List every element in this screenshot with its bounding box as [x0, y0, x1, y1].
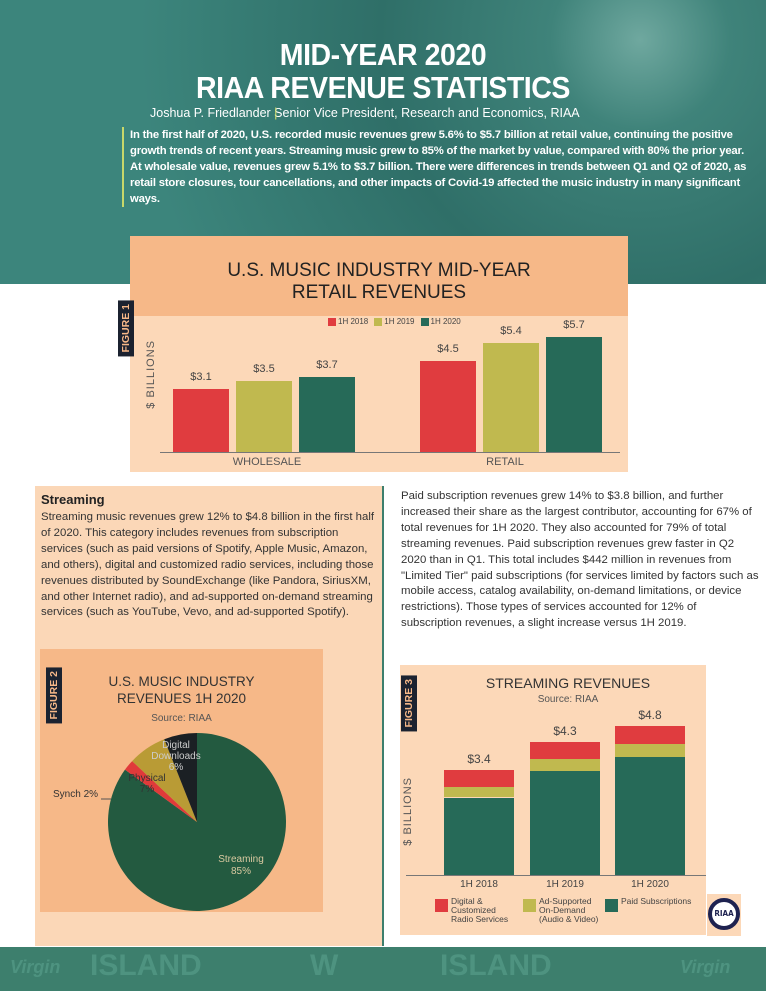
- pie-label-streaming: Streaming 85%: [218, 854, 264, 877]
- bar-segment: [444, 769, 514, 787]
- bar-segment: [530, 771, 600, 875]
- pie-label-physical: Physical 7%: [128, 773, 166, 795]
- bar: [420, 361, 476, 452]
- bar: [546, 336, 602, 452]
- figure-3-plot: $3.4 1H 2018 $4.3 1H 2019 $4.8 1H 2020: [400, 665, 706, 890]
- bar-segment: [530, 758, 600, 772]
- bar-value-label: $4.5: [437, 343, 459, 356]
- figure-3-axis: [406, 875, 706, 876]
- figure-3-source: Source: RIAA: [537, 694, 599, 705]
- figure-1-title-line-2: RETAIL REVENUES: [291, 282, 467, 303]
- legend-label: Digital & Customized Radio Services: [451, 896, 509, 924]
- figure-1-label: FIGURE 1: [118, 300, 134, 357]
- byline: Joshua P. Friedlander | Senior Vice Pres…: [150, 106, 580, 120]
- figure-1-title: U.S. MUSIC INDUSTRY MID-YEAR RETAIL REVE…: [130, 236, 628, 316]
- legend-item: 1H 2019: [374, 317, 415, 326]
- bar-value-label: $3.7: [316, 359, 338, 372]
- bar-total-label: $4.8: [638, 708, 662, 723]
- riaa-logo: RIAA: [707, 894, 741, 936]
- legend-swatch: [328, 317, 336, 326]
- bar-segment: [615, 726, 685, 745]
- intro-paragraph: In the first half of 2020, U.S. recorded…: [122, 127, 758, 207]
- bar: [236, 381, 292, 452]
- footer-label-logos: Virgin ISLAND W ISLAND Virgin: [0, 947, 766, 991]
- bar-segment: [530, 741, 600, 759]
- legend-swatch: [605, 899, 618, 912]
- bar-value-label: $3.5: [253, 363, 275, 376]
- figure-3: STREAMING REVENUES Source: RIAA $ BILLIO…: [400, 665, 706, 935]
- figure-2-source: Source: RIAA: [151, 713, 212, 724]
- pie-slice-streaming: [108, 733, 287, 911]
- footer-logo-island: ISLAND: [90, 949, 202, 982]
- legend-item: Digital & Customized Radio Services: [435, 897, 515, 924]
- bar-value-label: $5.4: [500, 324, 522, 337]
- figure-3-label: FIGURE 3: [401, 675, 417, 732]
- byline-separator: |: [274, 106, 278, 120]
- pie-chart: [101, 733, 287, 911]
- legend-swatch: [523, 899, 536, 912]
- figure-1-axis: [160, 452, 620, 453]
- figure-2: U.S. MUSIC INDUSTRY REVENUES 1H 2020 Sou…: [40, 649, 323, 912]
- footer-logo-virgin-2: Virgin: [680, 957, 731, 977]
- legend-item: Paid Subscriptions: [605, 896, 705, 912]
- title-line-1: MID-YEAR 2020: [279, 37, 487, 72]
- page-title: MID-YEAR 2020 RIAA REVENUE STATISTICS: [31, 38, 736, 104]
- category-label: 1H 2019: [546, 879, 584, 890]
- subscription-paragraph: Paid subscription revenues grew 14% to $…: [401, 490, 759, 630]
- category-label-wholesale: WHOLESALE: [232, 456, 302, 468]
- author-role: Senior Vice President, Research and Econ…: [274, 106, 580, 120]
- bar-total-label: $4.3: [553, 723, 577, 738]
- legend-label: Paid Subscriptions: [621, 896, 692, 906]
- title-line-2: RIAA REVENUE STATISTICS: [196, 70, 570, 105]
- pie-slice-physical: [132, 739, 197, 822]
- pie-label-downloads: Digital Downloads 6%: [151, 740, 201, 773]
- legend-label: 1H 2018: [338, 317, 369, 326]
- figure-3-title: STREAMING REVENUES: [485, 675, 651, 691]
- bar-value-label: $3.1: [190, 371, 212, 384]
- bar: [299, 377, 355, 452]
- legend-swatch: [435, 899, 448, 912]
- legend-swatch: [374, 317, 383, 326]
- pie-slice-digital-downloads: [164, 733, 197, 822]
- legend-label: 1H 2019: [384, 317, 415, 326]
- legend-item: 1H 2018: [328, 317, 368, 326]
- bar-segment: [615, 757, 685, 875]
- footer-logo-warner: W: [310, 949, 339, 982]
- footer-logo-virgin: Virgin: [10, 957, 61, 977]
- figure-2-label: FIGURE 2: [46, 667, 62, 724]
- bar-total-label: $3.4: [467, 751, 491, 766]
- bar-segment: [615, 744, 685, 758]
- bar: [483, 342, 539, 452]
- legend-item: Ad-Supported On-Demand (Audio & Video): [523, 897, 603, 924]
- figure-1-title-line-1: U.S. MUSIC INDUSTRY MID-YEAR: [227, 260, 531, 281]
- legend-label: Ad-Supported On-Demand (Audio & Video): [539, 896, 599, 924]
- category-label: 1H 2018: [460, 879, 498, 890]
- figure-1-legend: 1H 2018 1H 2019 1H 2020: [328, 317, 461, 326]
- bar-value-label: $5.7: [563, 318, 585, 331]
- figure-2-title-line-2: REVENUES 1H 2020: [116, 691, 247, 706]
- legend-swatch: [420, 317, 429, 326]
- figure-2-title-line-1: U.S. MUSIC INDUSTRY: [108, 674, 255, 689]
- footer-logo-island-2: ISLAND: [440, 949, 552, 982]
- category-label-retail: RETAIL: [486, 456, 524, 468]
- streaming-body: Streaming music revenues grew 12% to $4.…: [41, 511, 375, 619]
- bar-segment: [444, 786, 514, 798]
- category-label: 1H 2020: [631, 879, 669, 890]
- riaa-logo-text: RIAA: [708, 898, 740, 930]
- legend-label: 1H 2020: [430, 317, 461, 326]
- figure-1-plot: $3.1 $3.5 $3.7 $4.5 $5.4 $5.7: [130, 236, 628, 452]
- legend-item: 1H 2020: [420, 317, 461, 326]
- pie-label-synch: Synch 2%: [53, 789, 99, 800]
- figure-1: U.S. MUSIC INDUSTRY MID-YEAR RETAIL REVE…: [130, 236, 628, 472]
- bar-segment: [444, 797, 514, 875]
- pie-slice-synch: [124, 761, 197, 822]
- streaming-heading: Streaming: [41, 492, 105, 507]
- author-name: Joshua P. Friedlander: [150, 106, 271, 120]
- bar: [173, 389, 229, 452]
